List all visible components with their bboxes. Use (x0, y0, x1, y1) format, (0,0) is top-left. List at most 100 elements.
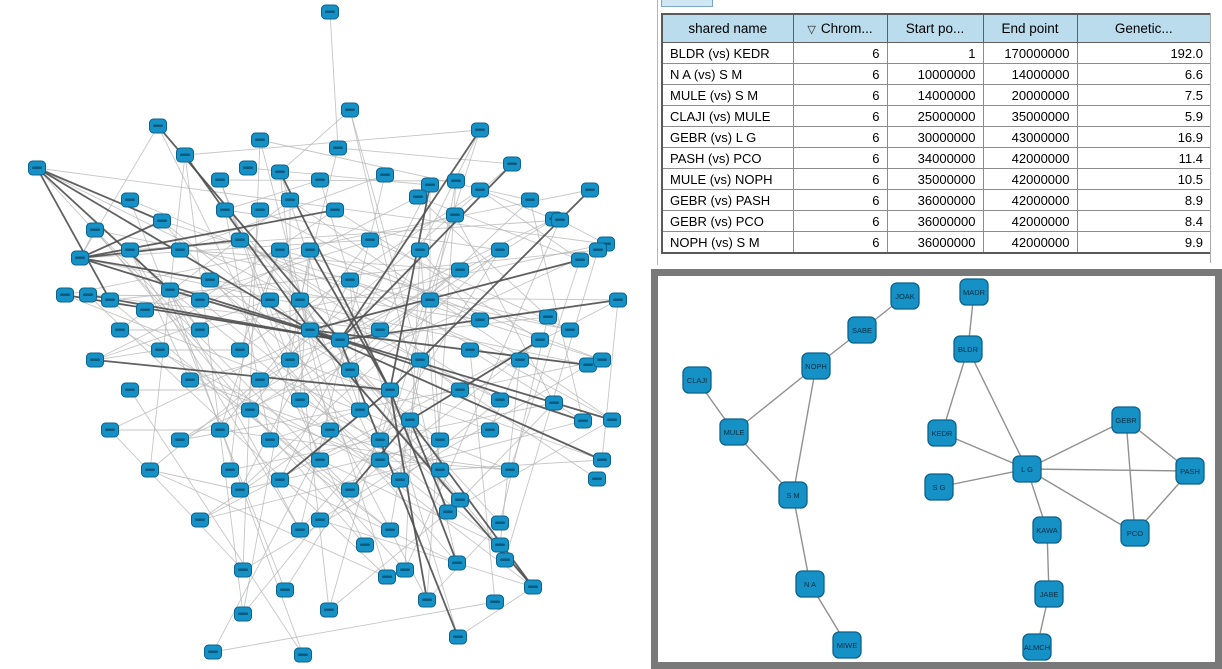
table-cell[interactable]: 36000000 (886, 231, 984, 254)
network-node[interactable] (447, 173, 465, 189)
table-cell[interactable]: PASH (vs) PCO (661, 147, 794, 169)
network-node[interactable] (294, 647, 312, 663)
network-node[interactable] (571, 252, 589, 268)
table-cell[interactable]: 42000000 (982, 147, 1078, 169)
column-header-start-point[interactable]: Start po... (886, 13, 984, 43)
network-node[interactable] (231, 342, 249, 358)
network-node[interactable] (291, 292, 309, 308)
network-node[interactable] (56, 287, 74, 303)
table-cell[interactable]: 8.9 (1076, 189, 1212, 211)
node-bldr[interactable]: BLDR (953, 335, 983, 363)
node-n-a[interactable]: N A (795, 570, 825, 598)
network-node[interactable] (461, 342, 479, 358)
network-node[interactable] (121, 382, 139, 398)
table-row[interactable]: N A (vs) S M 6 10000000 14000000 6.6 (661, 63, 1212, 85)
table-cell[interactable]: 6 (792, 63, 888, 85)
table-cell[interactable]: 6 (792, 126, 888, 148)
network-node[interactable] (191, 322, 209, 338)
network-node[interactable] (511, 352, 529, 368)
table-row[interactable]: NOPH (vs) S M 6 36000000 42000000 9.9 (661, 231, 1212, 254)
node-mule[interactable]: MULE (719, 418, 749, 446)
network-node[interactable] (411, 352, 429, 368)
network-node[interactable] (371, 452, 389, 468)
network-node[interactable] (593, 352, 611, 368)
network-node[interactable] (531, 332, 549, 348)
table-row[interactable]: PASH (vs) PCO 6 34000000 42000000 11.4 (661, 147, 1212, 169)
network-node[interactable] (171, 432, 189, 448)
table-cell[interactable]: 170000000 (982, 42, 1078, 64)
table-cell[interactable]: 36000000 (886, 189, 984, 211)
network-node[interactable] (176, 147, 194, 163)
network-node[interactable] (111, 322, 129, 338)
table-cell[interactable]: 8.4 (1076, 210, 1212, 232)
table-cell[interactable]: 5.9 (1076, 105, 1212, 127)
network-node[interactable] (503, 156, 521, 172)
network-node[interactable] (121, 242, 139, 258)
table-row[interactable]: BLDR (vs) KEDR 6 1 170000000 192.0 (661, 42, 1212, 64)
network-node[interactable] (261, 292, 279, 308)
network-node[interactable] (401, 412, 419, 428)
network-node[interactable] (524, 579, 542, 595)
column-header-chromosome[interactable]: ▽ Chrom... (792, 13, 888, 43)
network-node[interactable] (411, 242, 429, 258)
table-cell[interactable]: 42000000 (982, 231, 1078, 254)
node-s-g[interactable]: S G (924, 473, 954, 501)
table-cell[interactable]: 42000000 (982, 210, 1078, 232)
node-pash[interactable]: PASH (1175, 457, 1205, 485)
node-claji[interactable]: CLAJI (682, 366, 712, 394)
node-sabe[interactable]: SABE (847, 316, 877, 344)
table-cell[interactable]: GEBR (vs) L G (661, 126, 794, 148)
network-node[interactable] (589, 242, 607, 258)
network-node[interactable] (481, 422, 499, 438)
table-cell[interactable]: 20000000 (982, 84, 1078, 106)
network-node[interactable] (153, 213, 171, 229)
network-node[interactable] (251, 202, 269, 218)
network-node[interactable] (446, 207, 464, 223)
table-scrollbar-track[interactable] (1210, 13, 1222, 263)
network-node[interactable] (234, 562, 252, 578)
network-node[interactable] (431, 432, 449, 448)
table-cell[interactable]: 1 (886, 42, 984, 64)
network-node[interactable] (521, 192, 539, 208)
table-cell[interactable]: 6 (792, 210, 888, 232)
network-node[interactable] (86, 222, 104, 238)
network-node[interactable] (361, 232, 379, 248)
network-node[interactable] (121, 192, 139, 208)
network-node[interactable] (204, 644, 222, 660)
network-node[interactable] (439, 504, 457, 520)
network-node[interactable] (491, 392, 509, 408)
table-cell[interactable]: 192.0 (1076, 42, 1212, 64)
network-node[interactable] (356, 537, 374, 553)
network-node[interactable] (471, 312, 489, 328)
network-node[interactable] (579, 357, 597, 373)
network-node[interactable] (79, 287, 97, 303)
network-node[interactable] (539, 309, 557, 325)
filter-icon[interactable]: ▽ (807, 24, 816, 36)
network-node[interactable] (431, 462, 449, 478)
network-node[interactable] (281, 192, 299, 208)
network-node[interactable] (251, 132, 269, 148)
node-madr[interactable]: MADR (959, 278, 989, 306)
node-miwe[interactable]: MIWE (832, 631, 862, 659)
network-node[interactable] (371, 322, 389, 338)
network-node[interactable] (581, 182, 599, 198)
network-node[interactable] (71, 250, 89, 266)
network-node[interactable] (241, 402, 259, 418)
network-node[interactable] (574, 413, 592, 429)
network-node[interactable] (311, 172, 329, 188)
table-cell[interactable]: 6 (792, 189, 888, 211)
network-node[interactable] (501, 462, 519, 478)
network-node[interactable] (471, 182, 489, 198)
table-cell[interactable]: 11.4 (1076, 147, 1212, 169)
network-node[interactable] (281, 352, 299, 368)
network-node[interactable] (251, 372, 269, 388)
table-cell[interactable]: MULE (vs) NOPH (661, 168, 794, 190)
network-node[interactable] (409, 189, 427, 205)
table-cell[interactable]: 14000000 (886, 84, 984, 106)
table-row[interactable]: MULE (vs) NOPH 6 35000000 42000000 10.5 (661, 168, 1212, 190)
table-row[interactable]: CLAJI (vs) MULE 6 25000000 35000000 5.9 (661, 105, 1212, 127)
network-node[interactable] (181, 372, 199, 388)
network-node[interactable] (326, 202, 344, 218)
table-cell[interactable]: 10000000 (886, 63, 984, 85)
network-node[interactable] (149, 118, 167, 134)
